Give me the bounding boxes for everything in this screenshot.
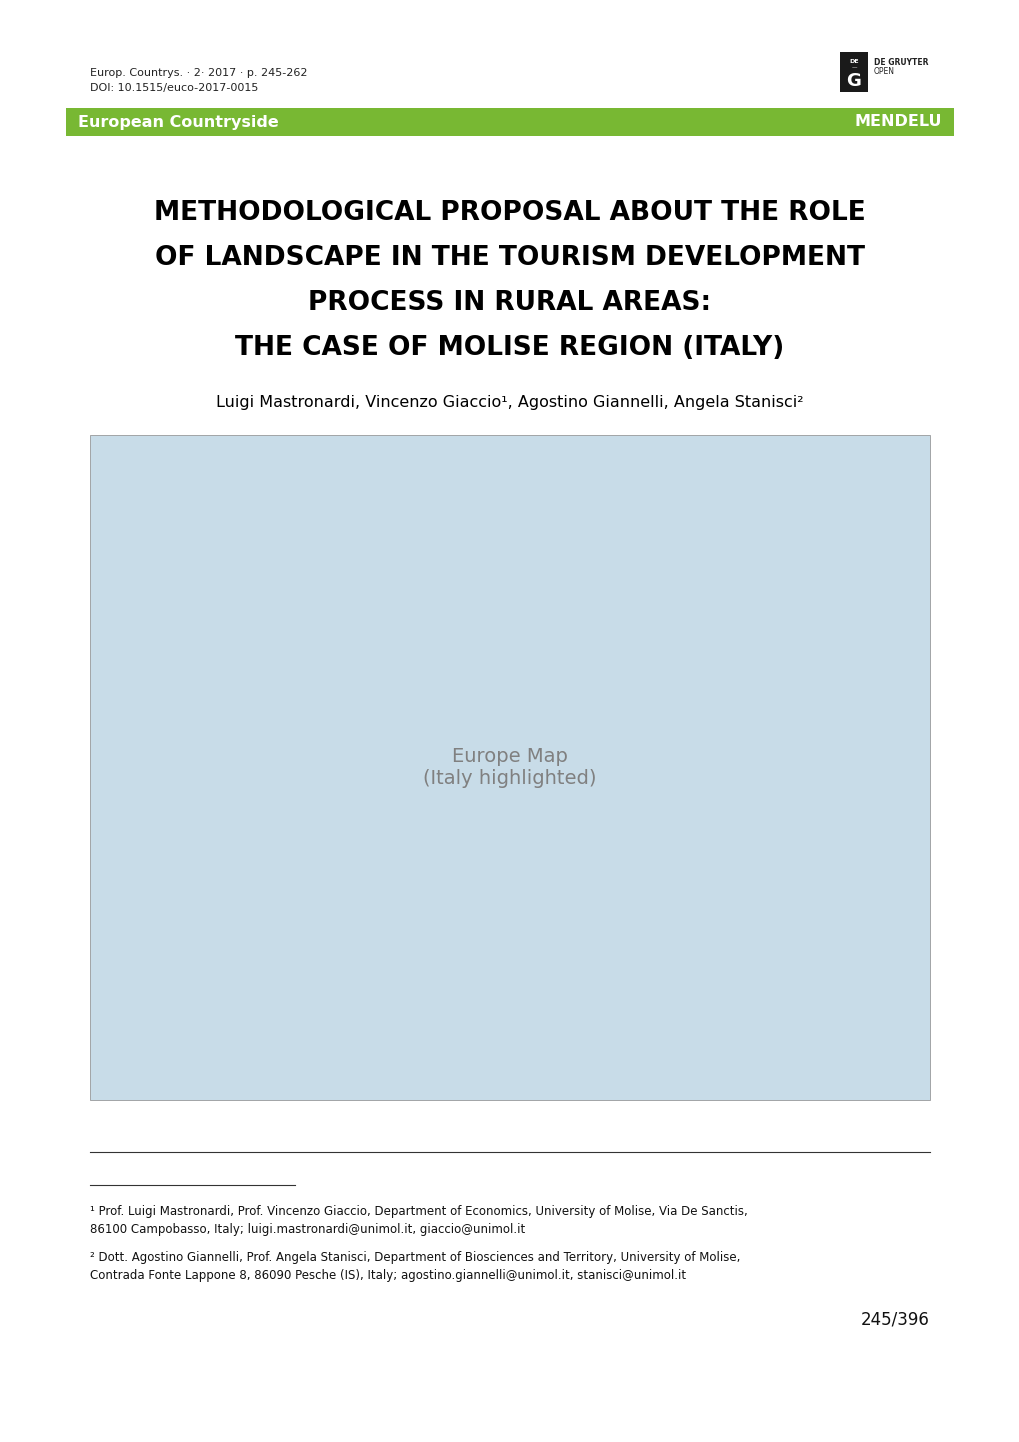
Text: Luigi Mastronardi, Vincenzo Giaccio¹, Agostino Giannelli, Angela Stanisci²: Luigi Mastronardi, Vincenzo Giaccio¹, Ag… [216, 395, 803, 410]
Text: Contrada Fonte Lappone 8, 86090 Pesche (IS), Italy; agostino.giannelli@unimol.it: Contrada Fonte Lappone 8, 86090 Pesche (… [90, 1269, 686, 1282]
Bar [840, 52, 867, 92]
Bar [90, 435, 929, 1100]
Text: G: G [846, 72, 861, 89]
Text: DE: DE [849, 59, 858, 63]
Text: —: — [851, 65, 856, 71]
Text: DE GRUYTER: DE GRUYTER [873, 58, 927, 66]
Text: METHODOLOGICAL PROPOSAL ABOUT THE ROLE: METHODOLOGICAL PROPOSAL ABOUT THE ROLE [154, 200, 865, 226]
Text: PROCESS IN RURAL AREAS:: PROCESS IN RURAL AREAS: [308, 290, 711, 316]
Text: OPEN: OPEN [873, 66, 894, 76]
Text: ² Dott. Agostino Giannelli, Prof. Angela Stanisci, Department of Biosciences and: ² Dott. Agostino Giannelli, Prof. Angela… [90, 1252, 740, 1265]
Text: ¹ Prof. Luigi Mastronardi, Prof. Vincenzo Giaccio, Department of Economics, Univ: ¹ Prof. Luigi Mastronardi, Prof. Vincenz… [90, 1206, 747, 1218]
Text: 86100 Campobasso, Italy; luigi.mastronardi@unimol.it, giaccio@unimol.it: 86100 Campobasso, Italy; luigi.mastronar… [90, 1223, 525, 1236]
Text: THE CASE OF MOLISE REGION (ITALY): THE CASE OF MOLISE REGION (ITALY) [235, 335, 784, 360]
Text: European Countryside: European Countryside [77, 114, 278, 130]
Text: MENDELU: MENDELU [854, 114, 942, 130]
Text: Europ. Countrys. · 2· 2017 · p. 245-262: Europ. Countrys. · 2· 2017 · p. 245-262 [90, 68, 307, 78]
Text: OF LANDSCAPE IN THE TOURISM DEVELOPMENT: OF LANDSCAPE IN THE TOURISM DEVELOPMENT [155, 245, 864, 271]
Text: 245/396: 245/396 [860, 1309, 929, 1328]
Bar [66, 108, 953, 136]
Text: DOI: 10.1515/euco-2017-0015: DOI: 10.1515/euco-2017-0015 [90, 84, 258, 92]
Text: Europe Map
(Italy highlighted): Europe Map (Italy highlighted) [423, 747, 596, 787]
